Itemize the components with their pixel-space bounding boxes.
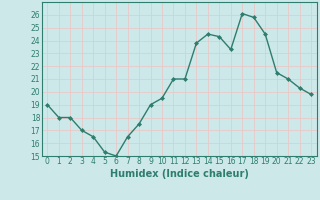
X-axis label: Humidex (Indice chaleur): Humidex (Indice chaleur) xyxy=(110,169,249,179)
